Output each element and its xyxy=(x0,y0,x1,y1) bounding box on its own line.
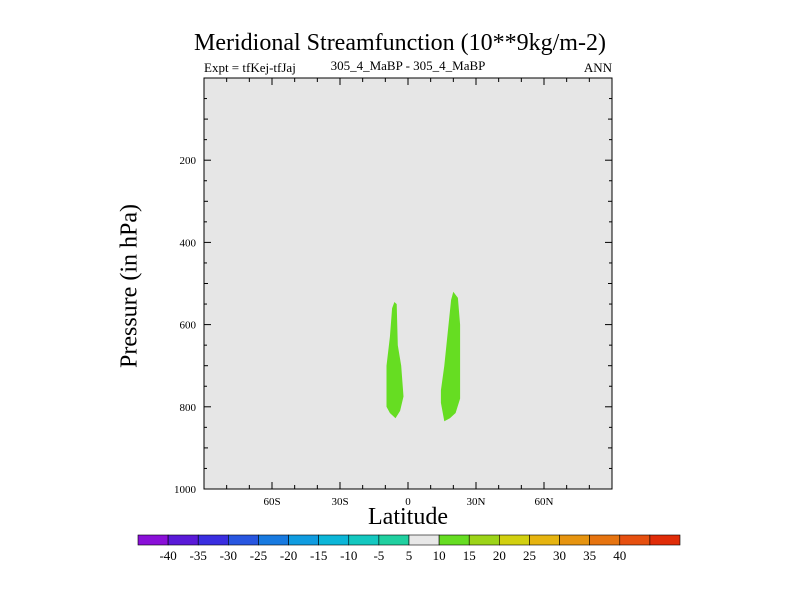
colorbar-label: 30 xyxy=(553,548,566,563)
colorbar-swatch xyxy=(649,534,681,546)
y-tick-label: 600 xyxy=(180,320,197,332)
colorbar-swatch xyxy=(348,534,380,546)
colorbar-swatch xyxy=(197,534,229,546)
colorbar-swatch xyxy=(167,534,199,546)
colorbar-label: 10 xyxy=(433,548,446,563)
colorbar-label: 35 xyxy=(583,548,596,563)
colorbar-label: 15 xyxy=(463,548,476,563)
colorbar-label: -25 xyxy=(250,548,267,563)
colorbar-swatch xyxy=(258,534,289,546)
colorbar-swatch xyxy=(589,534,621,546)
colorbar-swatch xyxy=(288,534,319,546)
contour-region-2 xyxy=(440,291,461,422)
colorbar-label: -40 xyxy=(159,548,176,563)
y-tick-label: 1000 xyxy=(174,484,197,496)
colorbar-swatch xyxy=(529,534,560,546)
colorbar-label: 40 xyxy=(613,548,626,563)
plot-background xyxy=(204,78,612,489)
colorbar-swatch xyxy=(559,534,590,546)
colorbar-label: 5 xyxy=(406,548,413,563)
y-axis-label: Pressure (in hPa) xyxy=(116,204,143,368)
colorbar-swatch xyxy=(619,534,651,546)
colorbar-swatch xyxy=(408,534,440,546)
x-tick-label: 0 xyxy=(405,496,411,508)
colorbar-swatch xyxy=(137,534,169,546)
comparison-label: 305_4_MaBP - 305_4_MaBP xyxy=(330,58,486,73)
y-tick-label: 200 xyxy=(180,155,197,167)
colorbar-swatch xyxy=(228,534,259,546)
colorbar-swatch xyxy=(468,534,500,546)
chart-title: Meridional Streamfunction (10**9kg/m-2) xyxy=(194,30,606,56)
colorbar-label: -30 xyxy=(220,548,237,563)
colorbar-label: -20 xyxy=(280,548,297,563)
x-tick-label: 60N xyxy=(535,496,554,508)
x-tick-label: 30S xyxy=(331,496,348,508)
contour-region-1 xyxy=(386,302,404,419)
y-tick-label: 400 xyxy=(180,237,197,249)
x-tick-label: 60S xyxy=(263,496,280,508)
x-axis-label: Latitude xyxy=(368,504,448,530)
colorbar-swatch xyxy=(378,534,410,546)
x-tick-label: 30N xyxy=(467,496,486,508)
experiment-label: Expt = tfKej-tfJaj xyxy=(204,60,296,75)
season-label: ANN xyxy=(583,60,612,75)
colorbar-label: 25 xyxy=(523,548,536,563)
colorbar-label: -15 xyxy=(310,548,327,563)
colorbar-swatch xyxy=(438,534,470,546)
colorbar-swatch xyxy=(499,534,530,546)
colorbar-label: -10 xyxy=(340,548,357,563)
colorbar-label: -35 xyxy=(190,548,207,563)
colorbar-label: 20 xyxy=(493,548,506,563)
colorbar-label: -5 xyxy=(373,548,384,563)
y-tick-label: 800 xyxy=(180,402,197,414)
colorbar-swatch xyxy=(318,534,350,546)
